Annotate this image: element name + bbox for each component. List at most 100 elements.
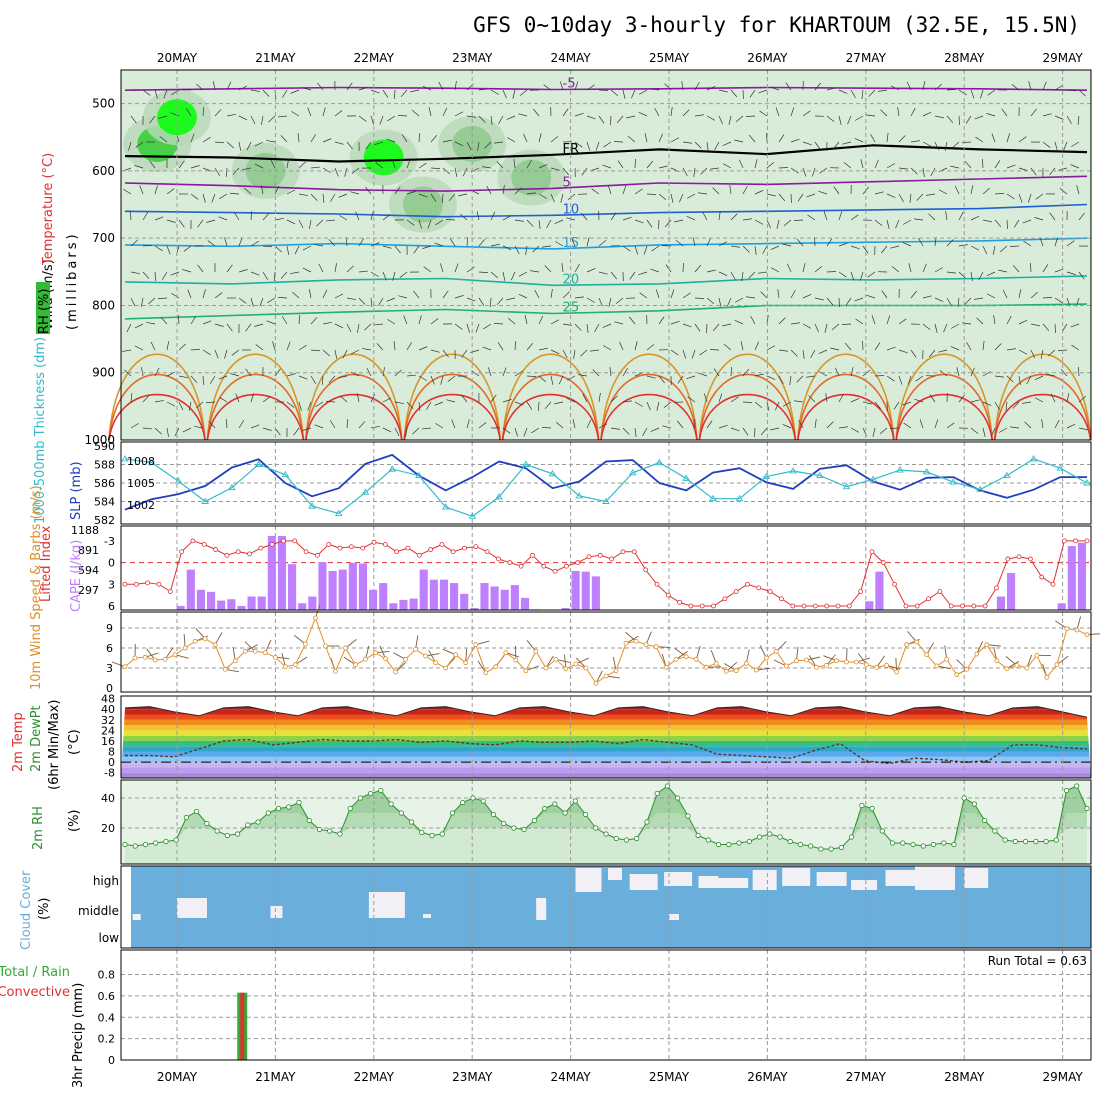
cape-bar (237, 605, 246, 610)
wind-barb (574, 264, 580, 273)
thickness-marker (815, 471, 824, 479)
cloud-level-tick: low (99, 931, 120, 945)
wind-barb (706, 420, 713, 429)
wind-barb (622, 368, 628, 377)
cape-bar (571, 570, 580, 610)
wind-barb (208, 421, 216, 429)
wind-barb (950, 165, 960, 169)
wind-barb (879, 427, 888, 435)
wind-barb (723, 343, 732, 351)
wind-barb (178, 160, 185, 169)
wind-barb (994, 401, 1000, 410)
wind-barb (171, 292, 180, 299)
rh2m-marker (265, 810, 271, 816)
wind-barb (382, 427, 392, 433)
wind-barb (603, 345, 612, 351)
wind-barb (823, 211, 828, 221)
wind-barb (734, 320, 744, 325)
wind-barb (185, 108, 192, 117)
wind-barb (514, 401, 524, 406)
pressure-tick: 700 (92, 231, 115, 245)
wind-barb (777, 289, 780, 299)
cape-bar (409, 598, 418, 610)
wind-barb (838, 393, 844, 403)
wind-barb (322, 107, 326, 117)
wind-barb (178, 375, 188, 379)
wind-barb (838, 426, 848, 429)
wind-barb (897, 107, 900, 117)
wind-speed-marker (844, 659, 849, 665)
wind-barb (502, 245, 512, 251)
rh2m-marker (234, 831, 241, 837)
wind-barb (958, 211, 964, 221)
wind-barb (958, 115, 960, 126)
wind-barb (1018, 375, 1021, 385)
wind-barb (598, 393, 601, 403)
lifted-index-marker (133, 581, 139, 587)
wind-speed-marker (783, 663, 789, 669)
ylabel-thickness: 1000-500mb Thickness (dm) (33, 337, 48, 524)
wind-barb (562, 349, 568, 359)
wind-barb (886, 219, 890, 229)
wind-barb (298, 193, 308, 196)
wind-barb (1012, 401, 1020, 409)
rh2m-marker (122, 841, 128, 848)
wind-speed-marker (152, 657, 158, 663)
wind-barb (646, 401, 651, 411)
isotherm-warm (305, 373, 403, 441)
wind-barb (496, 297, 504, 306)
wind-barb (742, 245, 750, 253)
wind-barb (346, 297, 356, 300)
wind-barb (807, 214, 816, 221)
wind-barb (727, 297, 732, 307)
wind-barb (338, 193, 348, 198)
wind-barb (514, 219, 524, 222)
lifted-index-marker (665, 592, 671, 598)
lifted-index-marker (586, 554, 592, 560)
temp-tick: 0 (108, 756, 115, 769)
rh2m-marker (685, 813, 691, 819)
wind-barb (964, 160, 972, 169)
wind-speed-marker (443, 665, 449, 671)
temp-band (121, 714, 1091, 720)
wind-barb (658, 375, 665, 384)
wind-barb (160, 317, 168, 325)
wind-barb (586, 141, 591, 151)
ylabel-temp2m: 2m Temp (11, 712, 26, 772)
rh2m-marker (572, 798, 578, 804)
wind-barb (1030, 349, 1036, 359)
wind-speed-marker (1024, 665, 1030, 671)
wind-barb (166, 427, 169, 437)
date-label-bottom: 25MAY (649, 1070, 690, 1084)
wind-barb (868, 89, 876, 97)
wind-barb (718, 297, 722, 307)
wind-barb (970, 427, 979, 434)
wind-barb (267, 297, 276, 304)
wind-barb (934, 323, 938, 333)
wind-barb (598, 297, 603, 307)
ylabel-lifted-index: Lifted Index (39, 525, 54, 602)
wind-speed-marker (994, 658, 1000, 664)
wind-barb (826, 87, 836, 91)
lifted-index-marker (1061, 538, 1067, 544)
wind-barb (614, 321, 624, 325)
lifted-index-marker (122, 581, 128, 587)
wind-barb (742, 427, 749, 436)
wind-barb (850, 367, 854, 377)
wind-barb (677, 375, 684, 384)
wind-barb (934, 419, 939, 429)
cape-bar (369, 589, 378, 610)
wind-barb (364, 323, 372, 331)
wind-speed-marker (753, 667, 759, 673)
wind-barb (903, 219, 912, 225)
wind-barb (766, 345, 776, 351)
rh2m-marker (623, 837, 630, 843)
wind-barb (1078, 271, 1085, 280)
wind-barb (644, 133, 648, 143)
wind-barb (254, 323, 264, 327)
wind-barb (250, 393, 254, 403)
rh2m-marker (552, 801, 558, 807)
wind-barb (438, 81, 444, 91)
wind-barb (475, 323, 480, 333)
